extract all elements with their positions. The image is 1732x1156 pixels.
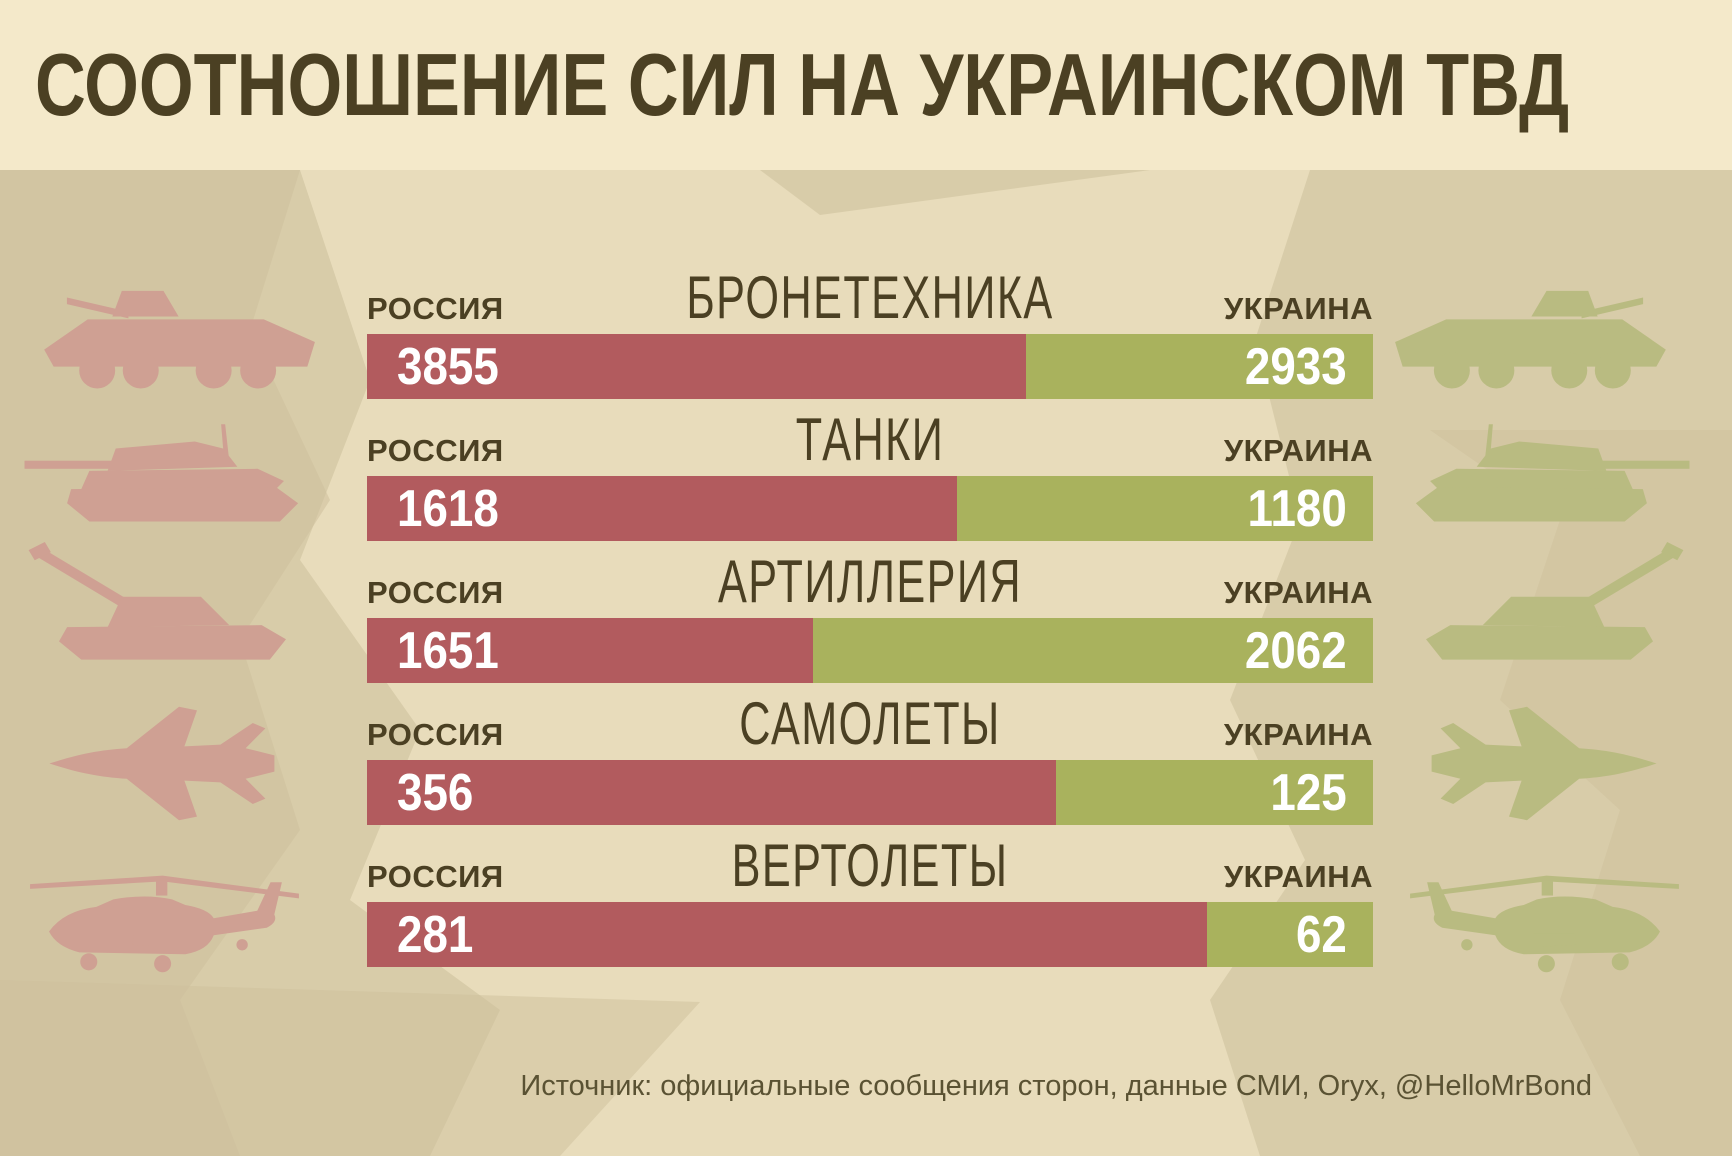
ukraine-label: УКРАИНА — [1223, 433, 1373, 468]
ukraine-label: УКРАИНА — [1223, 717, 1373, 752]
apc-icon — [38, 272, 323, 414]
ukraine-bar-segment: 1180 — [956, 476, 1373, 541]
artillery-icon — [1387, 540, 1692, 692]
russia-label: РОССИЯ — [367, 859, 504, 894]
helicopter-icon — [22, 852, 307, 994]
russia-label: РОССИЯ — [367, 433, 504, 468]
ukraine-value: 125 — [1270, 763, 1347, 822]
comparison-bar: 1618 1180 — [367, 476, 1373, 541]
category-title: ТАНКИ — [795, 406, 945, 473]
russia-label: РОССИЯ — [367, 575, 504, 610]
comparison-bar: 1651 2062 — [367, 618, 1373, 683]
comparison-bar: 281 62 — [367, 902, 1373, 967]
apc-icon — [1387, 272, 1672, 414]
russia-label: РОССИЯ — [367, 291, 504, 326]
page-title: СООТНОШЕНИЕ СИЛ НА УКРАИНСКОМ ТВД — [35, 35, 1570, 134]
comparison-bar: 3855 2933 — [367, 334, 1373, 399]
comparison-row: РОССИЯ ВЕРТОЛЕТЫ УКРАИНА 281 62 — [367, 828, 1373, 967]
fighter-jet-icon — [1392, 696, 1662, 831]
russia-bar-segment: 356 — [367, 760, 1057, 825]
russia-bar-segment: 281 — [367, 902, 1207, 967]
russia-label: РОССИЯ — [367, 717, 504, 752]
row-head: РОССИЯ ТАНКИ УКРАИНА — [367, 402, 1373, 476]
russia-value: 1618 — [397, 479, 499, 538]
category-title: САМОЛЕТЫ — [739, 690, 1001, 757]
artillery-icon — [20, 540, 325, 692]
ukraine-value: 1180 — [1247, 479, 1347, 538]
category-title: ВЕРТОЛЕТЫ — [731, 832, 1009, 899]
ukraine-value: 2933 — [1245, 337, 1347, 396]
ukraine-value: 62 — [1296, 905, 1347, 964]
comparison-bar: 356 125 — [367, 760, 1373, 825]
tank-icon — [22, 408, 327, 560]
fighter-jet-icon — [44, 696, 314, 831]
tank-icon — [1387, 408, 1692, 560]
ukraine-bar-segment: 125 — [1056, 760, 1373, 825]
russia-value: 281 — [397, 905, 474, 964]
row-head: РОССИЯ САМОЛЕТЫ УКРАИНА — [367, 686, 1373, 760]
ukraine-bar-segment: 2062 — [812, 618, 1373, 683]
rows: РОССИЯ БРОНЕТЕХНИКА УКРАИНА 3855 2933 РО… — [367, 260, 1373, 970]
russia-bar-segment: 1651 — [367, 618, 813, 683]
russia-bar-segment: 1618 — [367, 476, 957, 541]
ukraine-value: 2062 — [1245, 621, 1347, 680]
header-band: СООТНОШЕНИЕ СИЛ НА УКРАИНСКОМ ТВД — [0, 0, 1732, 170]
russia-bar-segment: 3855 — [367, 334, 1026, 399]
ukraine-bar-segment: 62 — [1207, 902, 1373, 967]
category-title: БРОНЕТЕХНИКА — [686, 264, 1054, 331]
ukraine-label: УКРАИНА — [1223, 859, 1373, 894]
row-head: РОССИЯ БРОНЕТЕХНИКА УКРАИНА — [367, 260, 1373, 334]
comparison-row: РОССИЯ БРОНЕТЕХНИКА УКРАИНА 3855 2933 — [367, 260, 1373, 399]
helicopter-icon — [1402, 852, 1687, 994]
ukraine-label: УКРАИНА — [1223, 575, 1373, 610]
row-head: РОССИЯ АРТИЛЛЕРИЯ УКРАИНА — [367, 544, 1373, 618]
russia-value: 356 — [397, 763, 474, 822]
row-head: РОССИЯ ВЕРТОЛЕТЫ УКРАИНА — [367, 828, 1373, 902]
comparison-row: РОССИЯ ТАНКИ УКРАИНА 1618 1180 — [367, 402, 1373, 541]
source-credit: Источник: официальные сообщения сторон, … — [520, 1070, 1592, 1102]
comparison-row: РОССИЯ САМОЛЕТЫ УКРАИНА 356 125 — [367, 686, 1373, 825]
ukraine-label: УКРАИНА — [1223, 291, 1373, 326]
ukraine-bar-segment: 2933 — [1025, 334, 1373, 399]
comparison-row: РОССИЯ АРТИЛЛЕРИЯ УКРАИНА 1651 2062 — [367, 544, 1373, 683]
russia-value: 1651 — [397, 621, 499, 680]
russia-value: 3855 — [397, 337, 499, 396]
category-title: АРТИЛЛЕРИЯ — [717, 548, 1023, 615]
